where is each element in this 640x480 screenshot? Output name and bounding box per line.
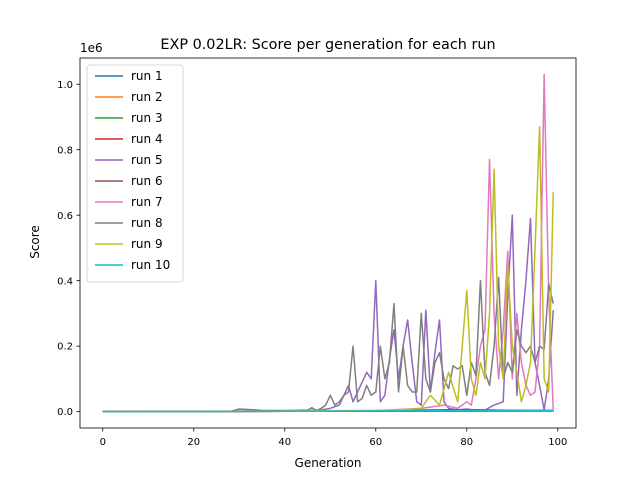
- legend: run 1 run 2 run 3 run 4 run 5 run 6 run 7 run 8…: [86, 64, 184, 283]
- series-line-8: [102, 276, 554, 413]
- legend-label-10: run 10: [131, 258, 170, 272]
- series-line-9: [102, 126, 554, 413]
- y-tick-label: 0.0: [57, 407, 73, 418]
- legend-box: [86, 64, 184, 283]
- series-line-10: [102, 409, 554, 413]
- y-axis-ticks: 0.0 0.2 0.4 0.6 0.8 1.0: [57, 80, 80, 418]
- plot-frame: [79, 57, 577, 429]
- legend-label-6: run 6: [131, 174, 163, 188]
- y-tick-label: 0.8: [57, 145, 73, 156]
- y-tick-label: 0.4: [57, 276, 73, 287]
- x-axis-label: Generation: [295, 456, 362, 470]
- x-tick-label: 80: [460, 437, 473, 448]
- legend-label-1: run 1: [131, 69, 163, 83]
- legend-label-3: run 3: [131, 111, 163, 125]
- x-tick-label: 60: [369, 437, 382, 448]
- chart-title: EXP 0.02LR: Score per generation for eac…: [160, 37, 495, 53]
- x-tick-label: 20: [187, 437, 200, 448]
- legend-label-4: run 4: [131, 132, 163, 146]
- legend-label-8: run 8: [131, 216, 163, 230]
- y-axis-label: Score: [28, 225, 42, 259]
- y-tick-label: 0.6: [57, 211, 73, 222]
- x-axis-ticks: 0 20 40 60 80 100: [100, 428, 567, 448]
- y-tick-label: 1.0: [57, 80, 73, 91]
- series-line-7: [102, 73, 554, 413]
- y-axis-offset-label: 1e6: [80, 41, 103, 55]
- legend-label-7: run 7: [131, 195, 163, 209]
- series-lines: [102, 73, 554, 413]
- x-tick-label: 40: [278, 437, 291, 448]
- legend-label-2: run 2: [131, 90, 163, 104]
- x-tick-label: 0: [100, 437, 106, 448]
- legend-label-9: run 9: [131, 237, 163, 251]
- legend-label-5: run 5: [131, 153, 163, 167]
- x-tick-label: 100: [548, 437, 567, 448]
- y-tick-label: 0.2: [57, 342, 73, 353]
